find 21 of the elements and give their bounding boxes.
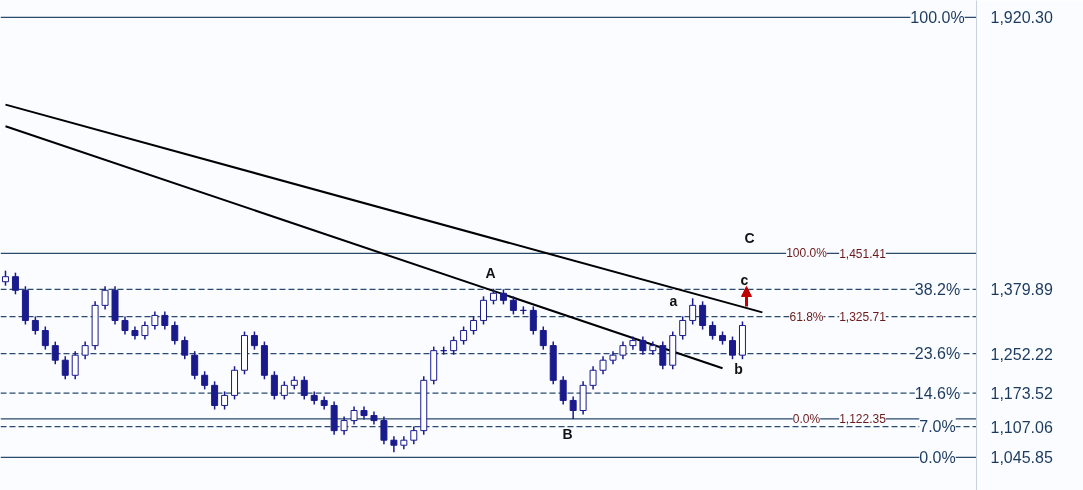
annotation: A [485, 264, 496, 281]
annotation: 14.6% [914, 384, 961, 402]
y-tick-label: 1,379.89 [990, 281, 1053, 299]
annotation: 100.0% [786, 246, 828, 261]
annotation: C [744, 229, 755, 246]
annotation: 7.0% [919, 418, 956, 436]
y-tick-label: 1,920.30 [990, 9, 1053, 27]
annotation: b [734, 360, 743, 377]
ref-line-label: 1,122.35 [839, 412, 887, 427]
annotation: 23.6% [914, 345, 961, 363]
annotation: c [740, 271, 749, 288]
ref-line-label: 1,451.41 [839, 246, 887, 261]
y-tick-label: 1,252.22 [990, 345, 1053, 363]
annotation: a [669, 292, 678, 309]
y-tick-label: 1,045.85 [990, 449, 1053, 467]
y-tick-label: 1,107.06 [990, 418, 1053, 436]
ref-line-label: 1,325.71 [839, 310, 887, 325]
y-tick-label: 1,173.52 [990, 385, 1053, 403]
annotation: 100.0% [910, 8, 965, 26]
annotation: 38.2% [914, 280, 961, 298]
annotation: B [562, 425, 573, 442]
